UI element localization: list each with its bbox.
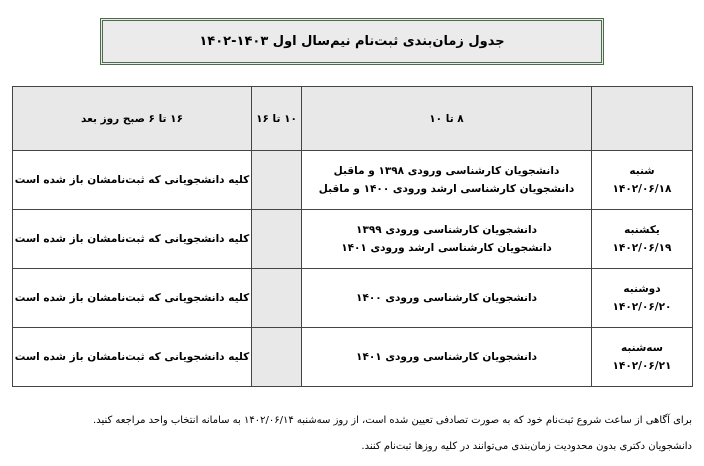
midday-cell (251, 209, 302, 269)
note: برای آگاهی از ساعت شروع ثبت‌نام خود که ب… (93, 415, 692, 426)
day-cell: سه‌شنبه ۱۴۰۲/۰۶/۲۱ (591, 327, 693, 387)
morning-cell: دانشجویان کارشناسی ورودی ۱۳۹۸ و ماقبل دان… (301, 150, 592, 210)
day: شنبه (629, 165, 655, 177)
day-cell: شنبه ۱۴۰۲/۰۶/۱۸ (591, 150, 693, 210)
group-line: دانشجویان کارشناسی ارشد ورودی ۱۴۰۰ و ماق… (318, 183, 575, 195)
morning-cell: دانشجویان کارشناسی ورودی ۱۴۰۱ (301, 327, 592, 387)
night-cell: کلیه دانشجویانی که ثبت‌نامشان باز شده اس… (12, 327, 252, 387)
morning-cell: دانشجویان کارشناسی ورودی ۱۴۰۰ (301, 268, 592, 328)
night-cell: کلیه دانشجویانی که ثبت‌نامشان باز شده اس… (12, 150, 252, 210)
title: جدول زمان‌بندی ثبت‌نام نیم‌سال اول ۱۴۰۳-… (199, 34, 505, 49)
table-row: سه‌شنبه ۱۴۰۲/۰۶/۲۱ دانشجویان کارشناسی ورود… (12, 327, 693, 387)
date: ۱۴۰۲/۰۶/۲۱ (612, 360, 672, 372)
date: ۱۴۰۲/۰۶/۱۸ (612, 183, 672, 195)
day-cell: یکشنبه ۱۴۰۲/۰۶/۱۹ (591, 209, 693, 269)
header-cell: ۱۶ تا ۶ صبح روز بعد (12, 86, 252, 151)
midday-cell (251, 150, 302, 210)
date: ۱۴۰۲/۰۶/۲۰ (612, 301, 672, 313)
morning-cell: دانشجویان کارشناسی ورودی ۱۳۹۹ دانشجویان ک… (301, 209, 592, 269)
schedule-table: ۸ تا ۱۰ ۱۰ تا ۱۶ ۱۶ تا ۶ صبح روز بعد شنب… (12, 86, 693, 387)
table-body: شنبه ۱۴۰۲/۰۶/۱۸ دانشجویان کارشناسی ورودی ۱… (12, 150, 693, 387)
group-line: دانشجویان کارشناسی ورودی ۱۴۰۱ (356, 351, 537, 363)
notes: برای آگاهی از ساعت شروع ثبت‌نام خود که ب… (12, 408, 692, 460)
title-box: جدول زمان‌بندی ثبت‌نام نیم‌سال اول ۱۴۰۳-… (100, 18, 604, 65)
day: دوشنبه (623, 283, 661, 295)
group-line: دانشجویان کارشناسی ورودی ۱۳۹۸ و ماقبل (333, 165, 560, 177)
header-row: ۸ تا ۱۰ ۱۰ تا ۱۶ ۱۶ تا ۶ صبح روز بعد (12, 86, 693, 151)
group-line: دانشجویان کارشناسی ورودی ۱۳۹۹ (356, 224, 537, 236)
date: ۱۴۰۲/۰۶/۱۹ (612, 242, 672, 254)
table-row: شنبه ۱۴۰۲/۰۶/۱۸ دانشجویان کارشناسی ورودی ۱… (12, 150, 693, 210)
group-line: دانشجویان کارشناسی ارشد ورودی ۱۴۰۱ (341, 242, 552, 254)
header-cell: ۸ تا ۱۰ (301, 86, 592, 151)
midday-cell (251, 268, 302, 328)
table-row: دوشنبه ۱۴۰۲/۰۶/۲۰ دانشجویان کارشناسی ورودی… (12, 268, 693, 328)
day: یکشنبه (624, 224, 660, 236)
night-cell: کلیه دانشجویانی که ثبت‌نامشان باز شده اس… (12, 268, 252, 328)
day-cell: دوشنبه ۱۴۰۲/۰۶/۲۰ (591, 268, 693, 328)
header-cell (591, 86, 693, 151)
night-cell: کلیه دانشجویانی که ثبت‌نامشان باز شده اس… (12, 209, 252, 269)
day: سه‌شنبه (621, 342, 663, 354)
midday-cell (251, 327, 302, 387)
header-cell: ۱۰ تا ۱۶ (251, 86, 302, 151)
note: دانشجویان دکتری بدون محدودیت زمان‌بندی م… (361, 441, 692, 452)
table-row: یکشنبه ۱۴۰۲/۰۶/۱۹ دانشجویان کارشناسی ورودی… (12, 209, 693, 269)
group-line: دانشجویان کارشناسی ورودی ۱۴۰۰ (356, 292, 537, 304)
